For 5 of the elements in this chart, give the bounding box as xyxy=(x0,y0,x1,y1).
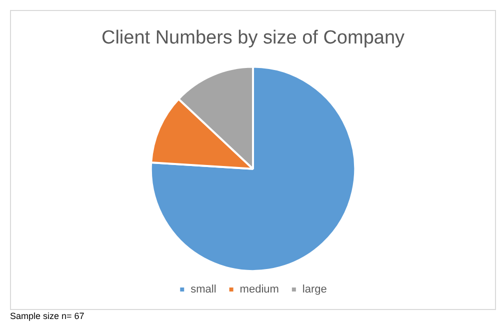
chart-title: Client Numbers by size of Company xyxy=(101,28,406,49)
legend-label: large xyxy=(302,284,327,296)
text: Sample size n= 67 xyxy=(10,311,84,321)
legend-label: small xyxy=(190,284,216,296)
legend-label: medium xyxy=(240,284,279,296)
